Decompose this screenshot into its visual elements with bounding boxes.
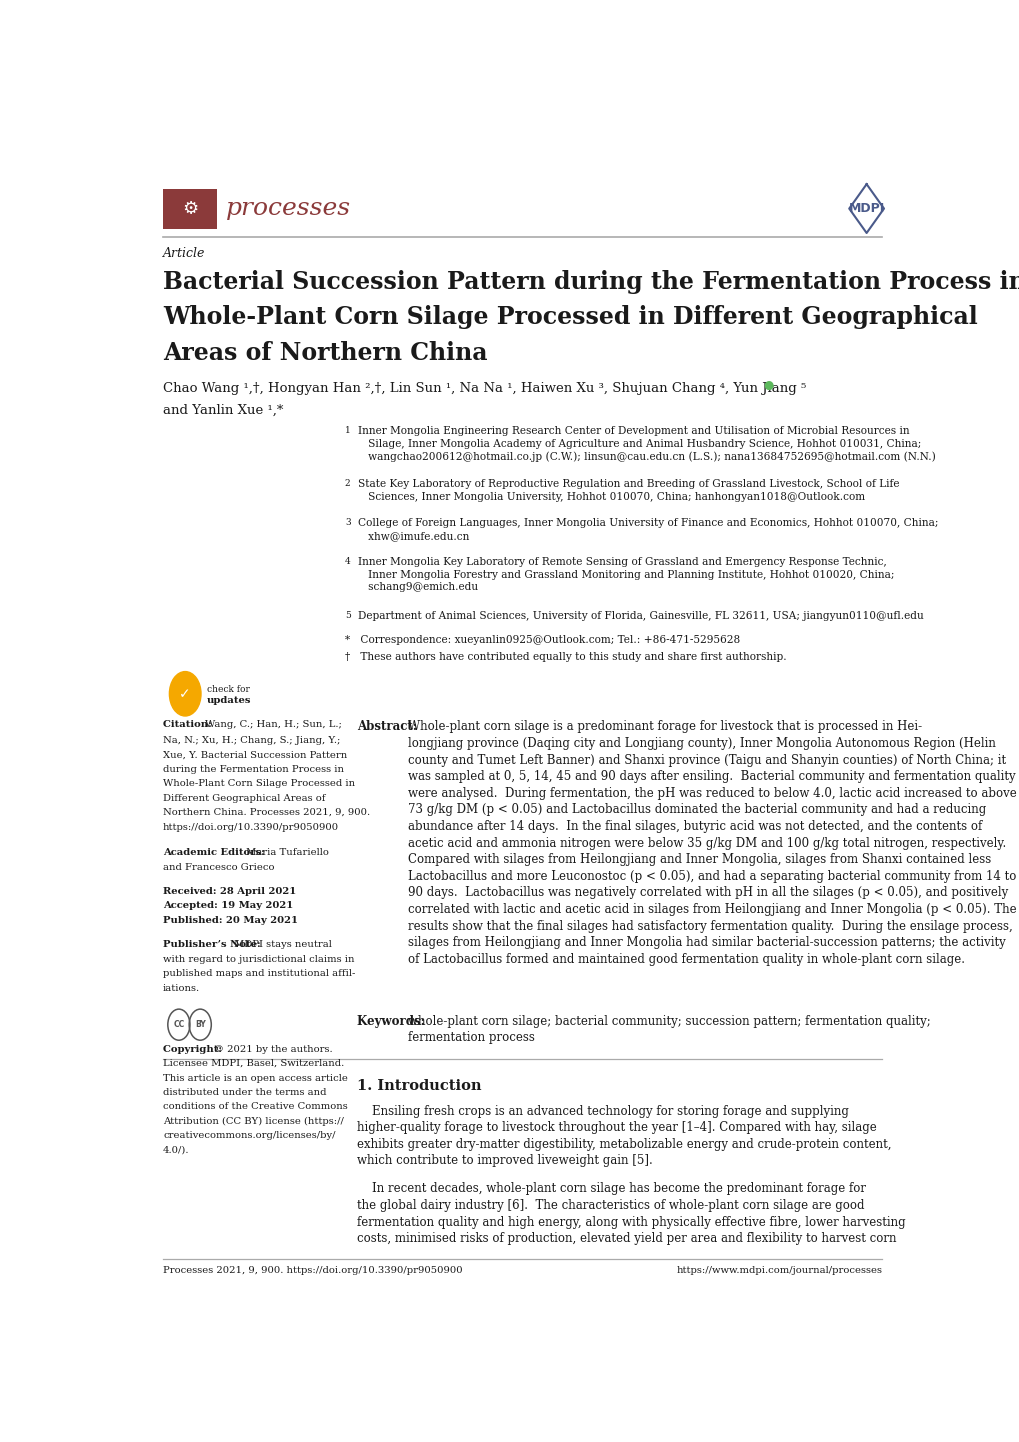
Text: Copyright:: Copyright:	[163, 1044, 225, 1054]
FancyBboxPatch shape	[163, 189, 217, 228]
Text: Different Geographical Areas of: Different Geographical Areas of	[163, 793, 325, 803]
Text: In recent decades, whole-plant corn silage has become the predominant forage for: In recent decades, whole-plant corn sila…	[357, 1182, 905, 1244]
Text: 5: 5	[344, 610, 351, 620]
Text: Academic Editors:: Academic Editors:	[163, 848, 268, 857]
Text: 4: 4	[344, 557, 351, 567]
Text: MDPI stays neutral: MDPI stays neutral	[234, 940, 332, 949]
Circle shape	[169, 672, 201, 717]
Text: updates: updates	[206, 696, 251, 705]
Text: MDPI: MDPI	[848, 202, 883, 215]
Text: Citation:: Citation:	[163, 721, 215, 730]
Text: College of Foreign Languages, Inner Mongolia University of Finance and Economics: College of Foreign Languages, Inner Mong…	[358, 518, 937, 541]
Text: Na, N.; Xu, H.; Chang, S.; Jiang, Y.;: Na, N.; Xu, H.; Chang, S.; Jiang, Y.;	[163, 735, 340, 746]
Text: This article is an open access article: This article is an open access article	[163, 1073, 347, 1083]
Text: Keywords:: Keywords:	[357, 1015, 428, 1028]
Text: Processes 2021, 9, 900. https://doi.org/10.3390/pr9050900: Processes 2021, 9, 900. https://doi.org/…	[163, 1266, 463, 1275]
Text: *   Correspondence: xueyanlin0925@Outlook.com; Tel.: +86-471-5295628: * Correspondence: xueyanlin0925@Outlook.…	[344, 634, 740, 645]
Text: 1: 1	[344, 427, 351, 435]
Text: processes: processes	[226, 198, 352, 221]
Text: Chao Wang ¹,†, Hongyan Han ²,†, Lin Sun ¹, Na Na ¹, Haiwen Xu ³, Shujuan Chang ⁴: Chao Wang ¹,†, Hongyan Han ²,†, Lin Sun …	[163, 382, 806, 395]
Text: Maria Tufariello: Maria Tufariello	[246, 848, 328, 857]
Text: Ensiling fresh crops is an advanced technology for storing forage and supplying
: Ensiling fresh crops is an advanced tech…	[357, 1105, 891, 1168]
Text: ✓: ✓	[179, 686, 191, 701]
Text: Inner Mongolia Key Laboratory of Remote Sensing of Grassland and Emergency Respo: Inner Mongolia Key Laboratory of Remote …	[358, 557, 894, 593]
Text: conditions of the Creative Commons: conditions of the Creative Commons	[163, 1102, 347, 1112]
Text: distributed under the terms and: distributed under the terms and	[163, 1087, 326, 1097]
Text: 1. Introduction: 1. Introduction	[357, 1079, 481, 1093]
Text: iations.: iations.	[163, 983, 200, 992]
Text: ⚙: ⚙	[181, 199, 198, 218]
Text: Xue, Y. Bacterial Succession Pattern: Xue, Y. Bacterial Succession Pattern	[163, 750, 347, 760]
Text: and Francesco Grieco: and Francesco Grieco	[163, 862, 274, 871]
Text: Published: 20 May 2021: Published: 20 May 2021	[163, 916, 298, 924]
Text: Whole-plant corn silage is a predominant forage for livestock that is processed : Whole-plant corn silage is a predominant…	[408, 721, 1016, 966]
Text: whole-plant corn silage; bacterial community; succession pattern; fermentation q: whole-plant corn silage; bacterial commu…	[408, 1015, 930, 1044]
Text: Article: Article	[163, 248, 205, 261]
Text: Whole-Plant Corn Silage Processed in: Whole-Plant Corn Silage Processed in	[163, 779, 355, 789]
Text: Northern China. Processes 2021, 9, 900.: Northern China. Processes 2021, 9, 900.	[163, 808, 370, 818]
Text: published maps and institutional affil-: published maps and institutional affil-	[163, 969, 355, 978]
Text: Whole-Plant Corn Silage Processed in Different Geographical: Whole-Plant Corn Silage Processed in Dif…	[163, 306, 977, 329]
Text: and Yanlin Xue ¹,*: and Yanlin Xue ¹,*	[163, 404, 283, 417]
Text: © 2021 by the authors.: © 2021 by the authors.	[214, 1044, 333, 1054]
Text: https://doi.org/10.3390/pr9050900: https://doi.org/10.3390/pr9050900	[163, 822, 339, 832]
Text: during the Fermentation Process in: during the Fermentation Process in	[163, 764, 343, 774]
Text: https://www.mdpi.com/journal/processes: https://www.mdpi.com/journal/processes	[676, 1266, 881, 1275]
Text: Inner Mongolia Engineering Research Center of Development and Utilisation of Mic: Inner Mongolia Engineering Research Cent…	[358, 427, 935, 461]
Text: creativecommons.org/licenses/by/: creativecommons.org/licenses/by/	[163, 1132, 335, 1141]
Text: Attribution (CC BY) license (https://: Attribution (CC BY) license (https://	[163, 1118, 343, 1126]
Text: Licensee MDPI, Basel, Switzerland.: Licensee MDPI, Basel, Switzerland.	[163, 1058, 344, 1069]
Text: with regard to jurisdictional claims in: with regard to jurisdictional claims in	[163, 955, 355, 963]
Text: Bacterial Succession Pattern during the Fermentation Process in: Bacterial Succession Pattern during the …	[163, 270, 1019, 294]
Text: Department of Animal Sciences, University of Florida, Gainesville, FL 32611, USA: Department of Animal Sciences, Universit…	[358, 610, 923, 620]
Text: †   These authors have contributed equally to this study and share first authors: † These authors have contributed equally…	[344, 652, 786, 662]
Text: Accepted: 19 May 2021: Accepted: 19 May 2021	[163, 901, 293, 910]
Text: Abstract:: Abstract:	[357, 721, 421, 734]
Text: check for: check for	[206, 685, 250, 694]
Text: Wang, C.; Han, H.; Sun, L.;: Wang, C.; Han, H.; Sun, L.;	[205, 721, 341, 730]
Text: Areas of Northern China: Areas of Northern China	[163, 340, 487, 365]
Text: 3: 3	[344, 518, 351, 528]
Text: Received: 28 April 2021: Received: 28 April 2021	[163, 887, 297, 895]
Text: Publisher’s Note:: Publisher’s Note:	[163, 940, 264, 949]
Text: 2: 2	[344, 480, 351, 489]
Text: BY: BY	[195, 1019, 206, 1030]
Text: CC: CC	[173, 1019, 184, 1030]
Text: ●: ●	[762, 378, 772, 391]
Text: 4.0/).: 4.0/).	[163, 1146, 190, 1155]
Text: State Key Laboratory of Reproductive Regulation and Breeding of Grassland Livest: State Key Laboratory of Reproductive Reg…	[358, 480, 899, 502]
